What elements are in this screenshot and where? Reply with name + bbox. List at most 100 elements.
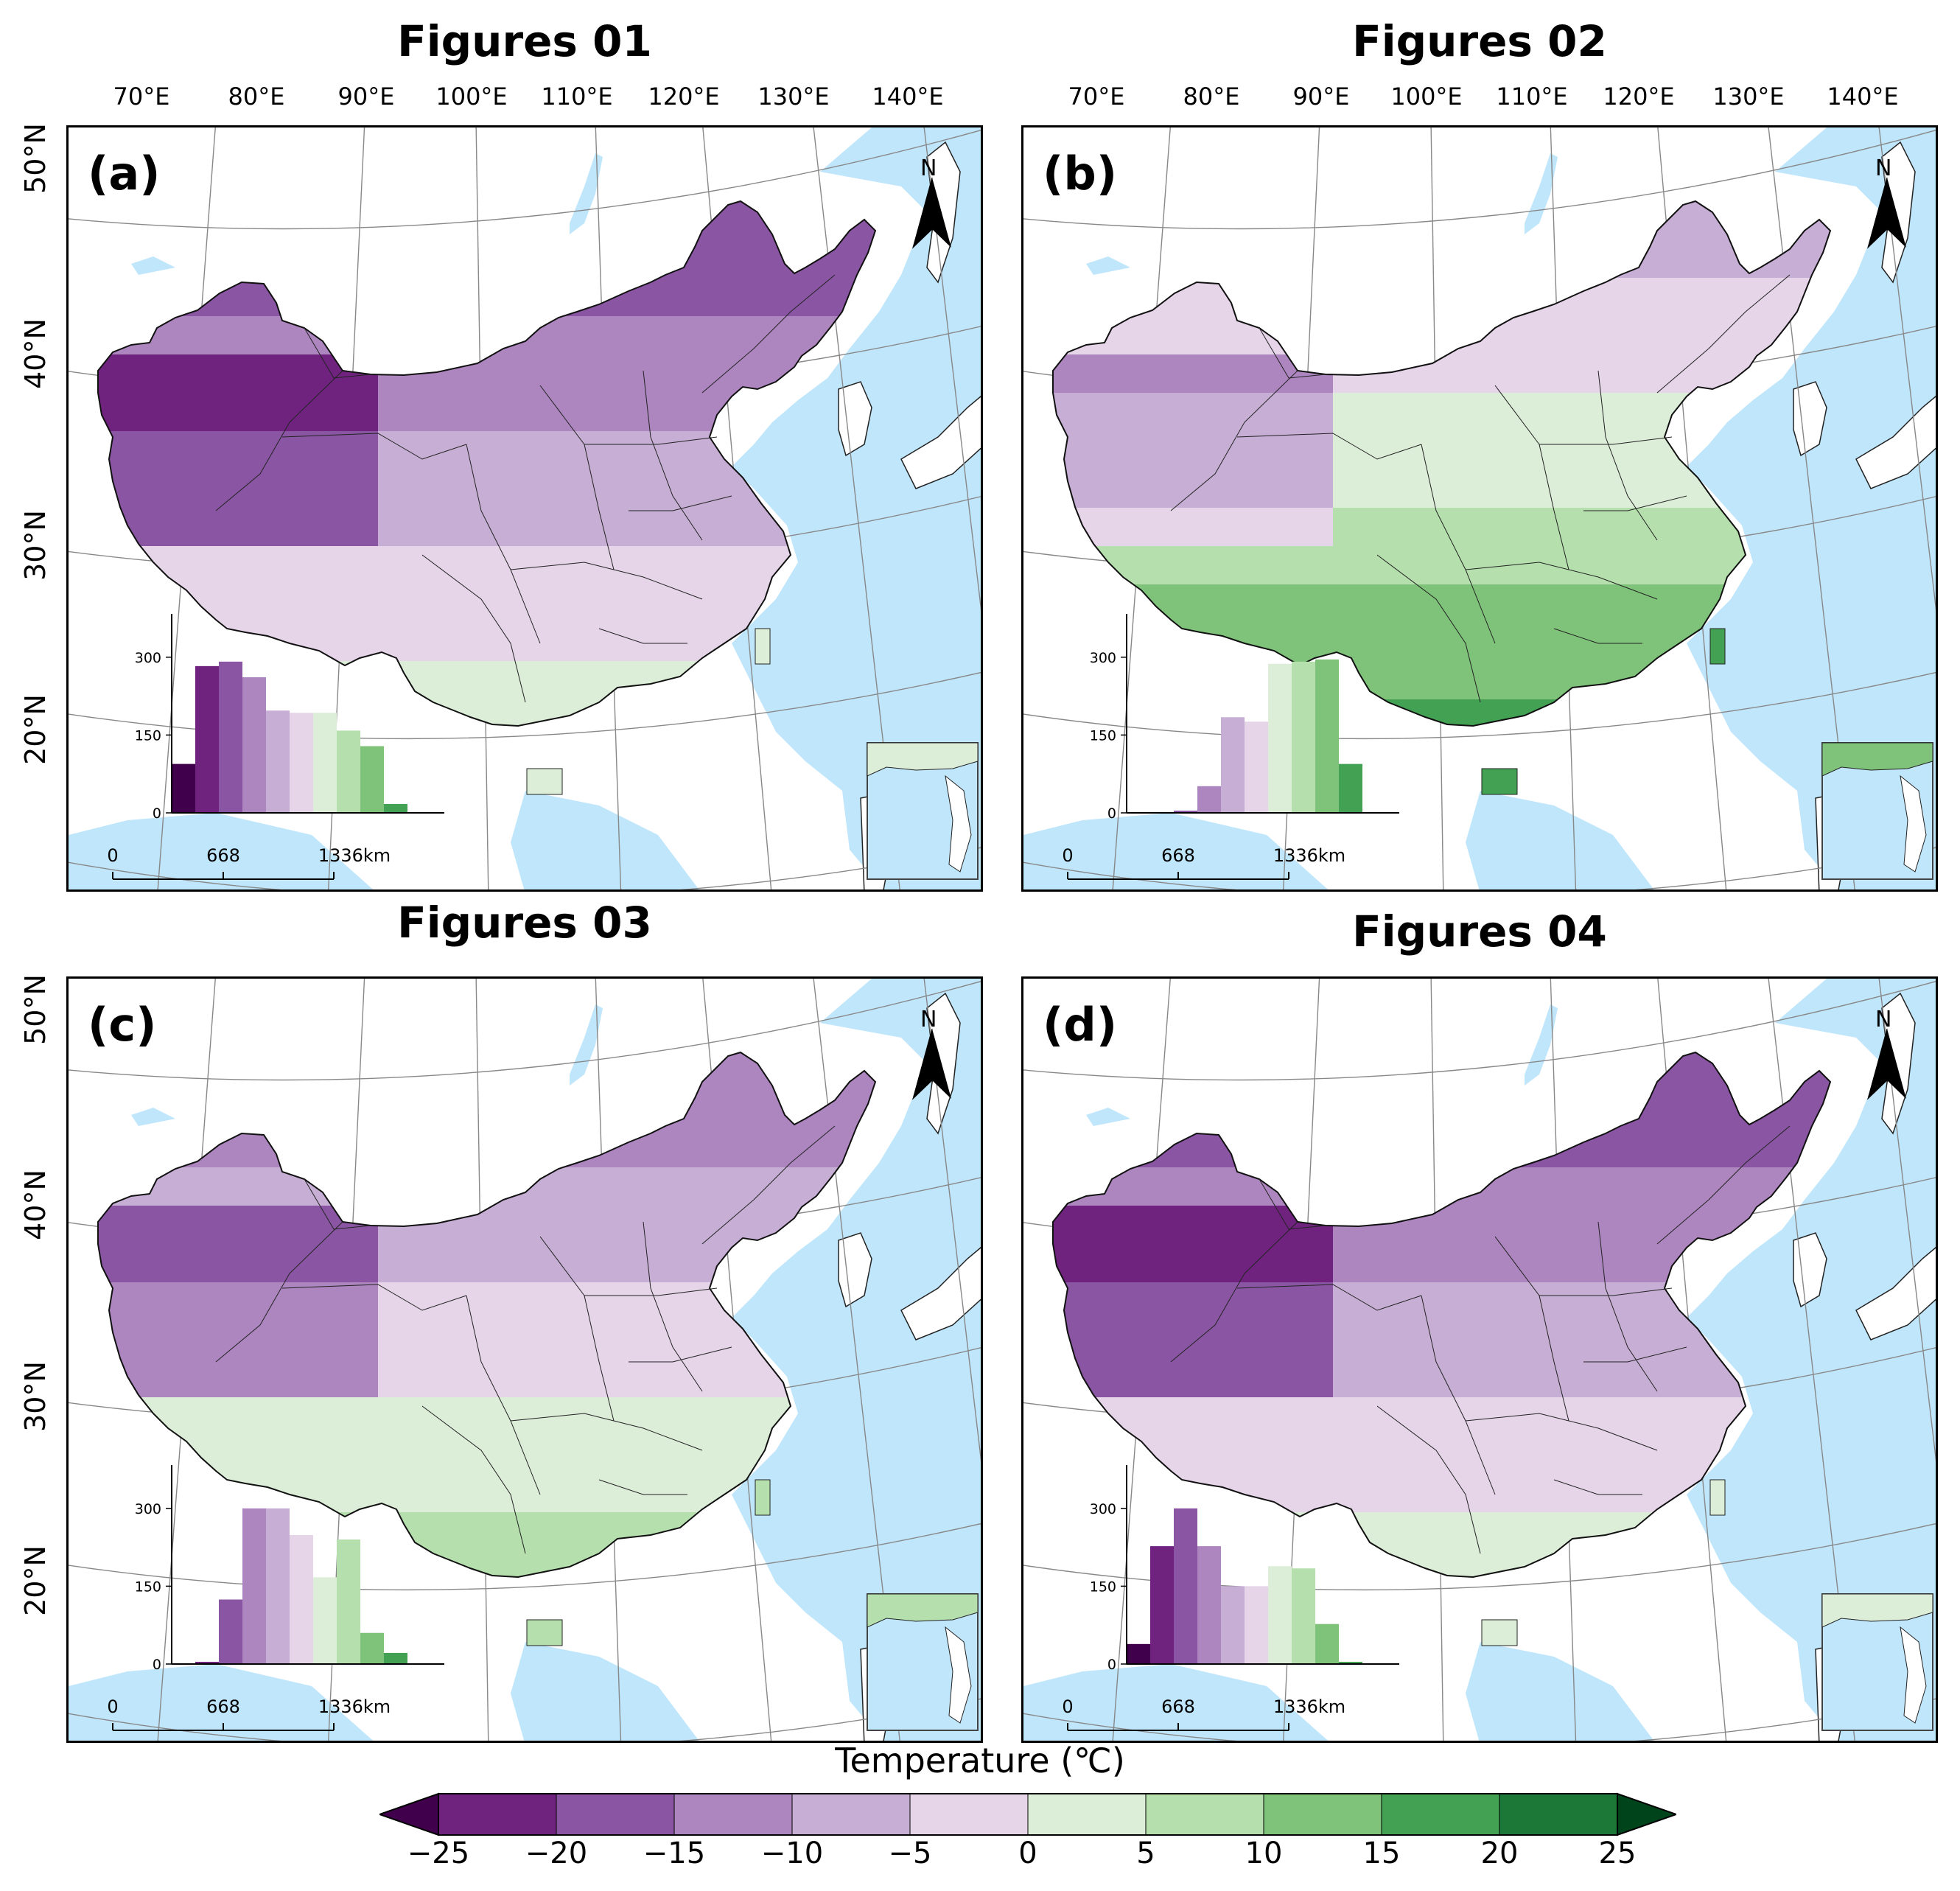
south-china-sea — [511, 791, 699, 889]
lon-label: 70°E — [113, 83, 170, 111]
colorbar-title: Temperature (℃) — [835, 1741, 1125, 1780]
colorbar-tick-label: 15 — [1362, 1836, 1401, 1870]
scale-bar-label: 1336km — [318, 1696, 391, 1717]
province-lines — [215, 274, 836, 703]
figure-title-03: Figures 03 — [397, 898, 652, 948]
histogram-bar — [337, 730, 360, 813]
colorbar — [377, 1792, 1679, 1836]
colorbar-tick-label: 20 — [1480, 1836, 1519, 1870]
north-arrow: N — [910, 1007, 954, 1102]
lake-baikal — [1525, 1004, 1558, 1086]
lon-label: 110°E — [541, 83, 613, 111]
south-china-sea-inset — [867, 1593, 979, 1731]
histogram-ytick-label: 0 — [153, 805, 161, 822]
hainan — [1481, 768, 1518, 795]
histogram-ytick-label: 0 — [1107, 1657, 1116, 1673]
south-china-sea-inset — [1821, 742, 1933, 880]
taiwan — [755, 1479, 771, 1516]
north-arrow: N — [910, 155, 954, 251]
plateau-band — [1053, 1244, 1333, 1284]
temperature-band — [1053, 584, 1830, 624]
latitude-labels-bottom: 50°N 40°N 30°N 20°N — [13, 974, 57, 1743]
panel-label: (b) — [1043, 147, 1118, 200]
lake-baikal — [570, 153, 603, 234]
japan — [1855, 1247, 1936, 1341]
taiwan — [1709, 1479, 1726, 1516]
north-arrow: N — [1865, 155, 1909, 251]
north-arrow-icon — [1867, 1028, 1906, 1100]
temperature-band — [1053, 546, 1830, 586]
lat-label: 40°N — [19, 318, 52, 389]
temperature-band — [98, 1397, 875, 1437]
plateau-band — [1053, 508, 1333, 548]
temperature-band — [1053, 1397, 1830, 1437]
north-arrow-icon — [1867, 177, 1906, 249]
longitude-labels-right: 70°E 80°E 90°E 100°E 110°E 120°E 130°E 1… — [1021, 83, 1938, 112]
figure-title-01: Figures 01 — [397, 16, 652, 66]
longitude-labels-left: 70°E 80°E 90°E 100°E 110°E 120°E 130°E 1… — [66, 83, 983, 112]
histogram-bar — [1339, 1661, 1362, 1664]
lat-label: 40°N — [19, 1170, 52, 1240]
plateau-band — [98, 1359, 378, 1399]
histogram-bar — [242, 677, 266, 813]
histogram-bar — [1292, 1568, 1315, 1664]
plateau-band — [1053, 431, 1333, 471]
north-arrow-icon — [912, 1028, 951, 1100]
histogram-bar — [1221, 1586, 1245, 1664]
province-lines — [215, 1125, 836, 1554]
plateau-band — [1053, 1321, 1333, 1360]
lon-label: 100°E — [1390, 83, 1463, 111]
province-lines — [1170, 1125, 1791, 1554]
korea — [1793, 381, 1827, 457]
colorbar-segment — [556, 1793, 675, 1836]
histogram-bar — [1197, 1546, 1221, 1664]
histogram-bar — [219, 661, 242, 813]
lat-label: 20°N — [19, 1545, 52, 1616]
scale-bar: 0 668 1336km — [1062, 1696, 1345, 1731]
histogram-bar — [290, 713, 313, 813]
lon-label: 140°E — [872, 83, 944, 111]
histogram-ytick-label: 150 — [135, 1579, 161, 1595]
histogram-bar — [1174, 1508, 1197, 1664]
histogram-bar — [1127, 1643, 1150, 1664]
plateau-band — [1053, 1282, 1333, 1322]
map-graphic: 300 150 0 0 668 1336km — [69, 127, 981, 889]
lon-label: 70°E — [1068, 83, 1125, 111]
lon-label: 110°E — [1496, 83, 1568, 111]
lake-baikal — [570, 1004, 603, 1086]
scale-bar: 0 668 1336km — [1062, 845, 1345, 880]
lake-balkhash — [131, 1108, 175, 1126]
indian-ocean — [69, 1664, 374, 1741]
scale-bar: 0 668 1336km — [107, 1696, 391, 1731]
temperature-band — [98, 546, 875, 586]
histogram-bar — [290, 1535, 313, 1664]
histogram-bar — [1245, 1586, 1268, 1664]
histogram-bar — [266, 1508, 290, 1664]
histogram-bar — [1292, 661, 1315, 813]
south-china-sea — [1466, 791, 1654, 889]
colorbar-tick-label: −10 — [760, 1836, 824, 1870]
histogram-bar — [195, 1661, 219, 1664]
histogram-bar — [219, 1599, 242, 1664]
north-label: N — [1875, 1007, 1892, 1032]
colorbar-extend-high — [1617, 1792, 1679, 1836]
histogram-bar — [242, 1508, 266, 1664]
histogram-bar — [360, 746, 384, 813]
colorbar-segment — [1263, 1793, 1382, 1836]
histogram-ytick-label: 150 — [1090, 1579, 1116, 1595]
panel-label: (c) — [88, 998, 157, 1052]
histogram-bar — [1197, 786, 1221, 813]
histogram-ytick-label: 0 — [1107, 805, 1116, 822]
taiwan — [1709, 628, 1726, 665]
lat-label: 50°N — [19, 123, 52, 194]
indian-ocean — [1023, 1664, 1329, 1741]
histogram-bar — [1268, 1566, 1292, 1664]
map-panel-b: 300 150 0 0 668 1336km (b) N — [1021, 125, 1938, 892]
china-border — [1052, 200, 1832, 727]
south-china-sea-inset — [867, 742, 979, 880]
lake-balkhash — [1086, 256, 1130, 275]
histogram-bar — [384, 803, 407, 813]
scale-bar-label: 0 — [1062, 845, 1073, 866]
histogram-bar — [1268, 663, 1292, 813]
south-china-sea — [1466, 1642, 1654, 1741]
